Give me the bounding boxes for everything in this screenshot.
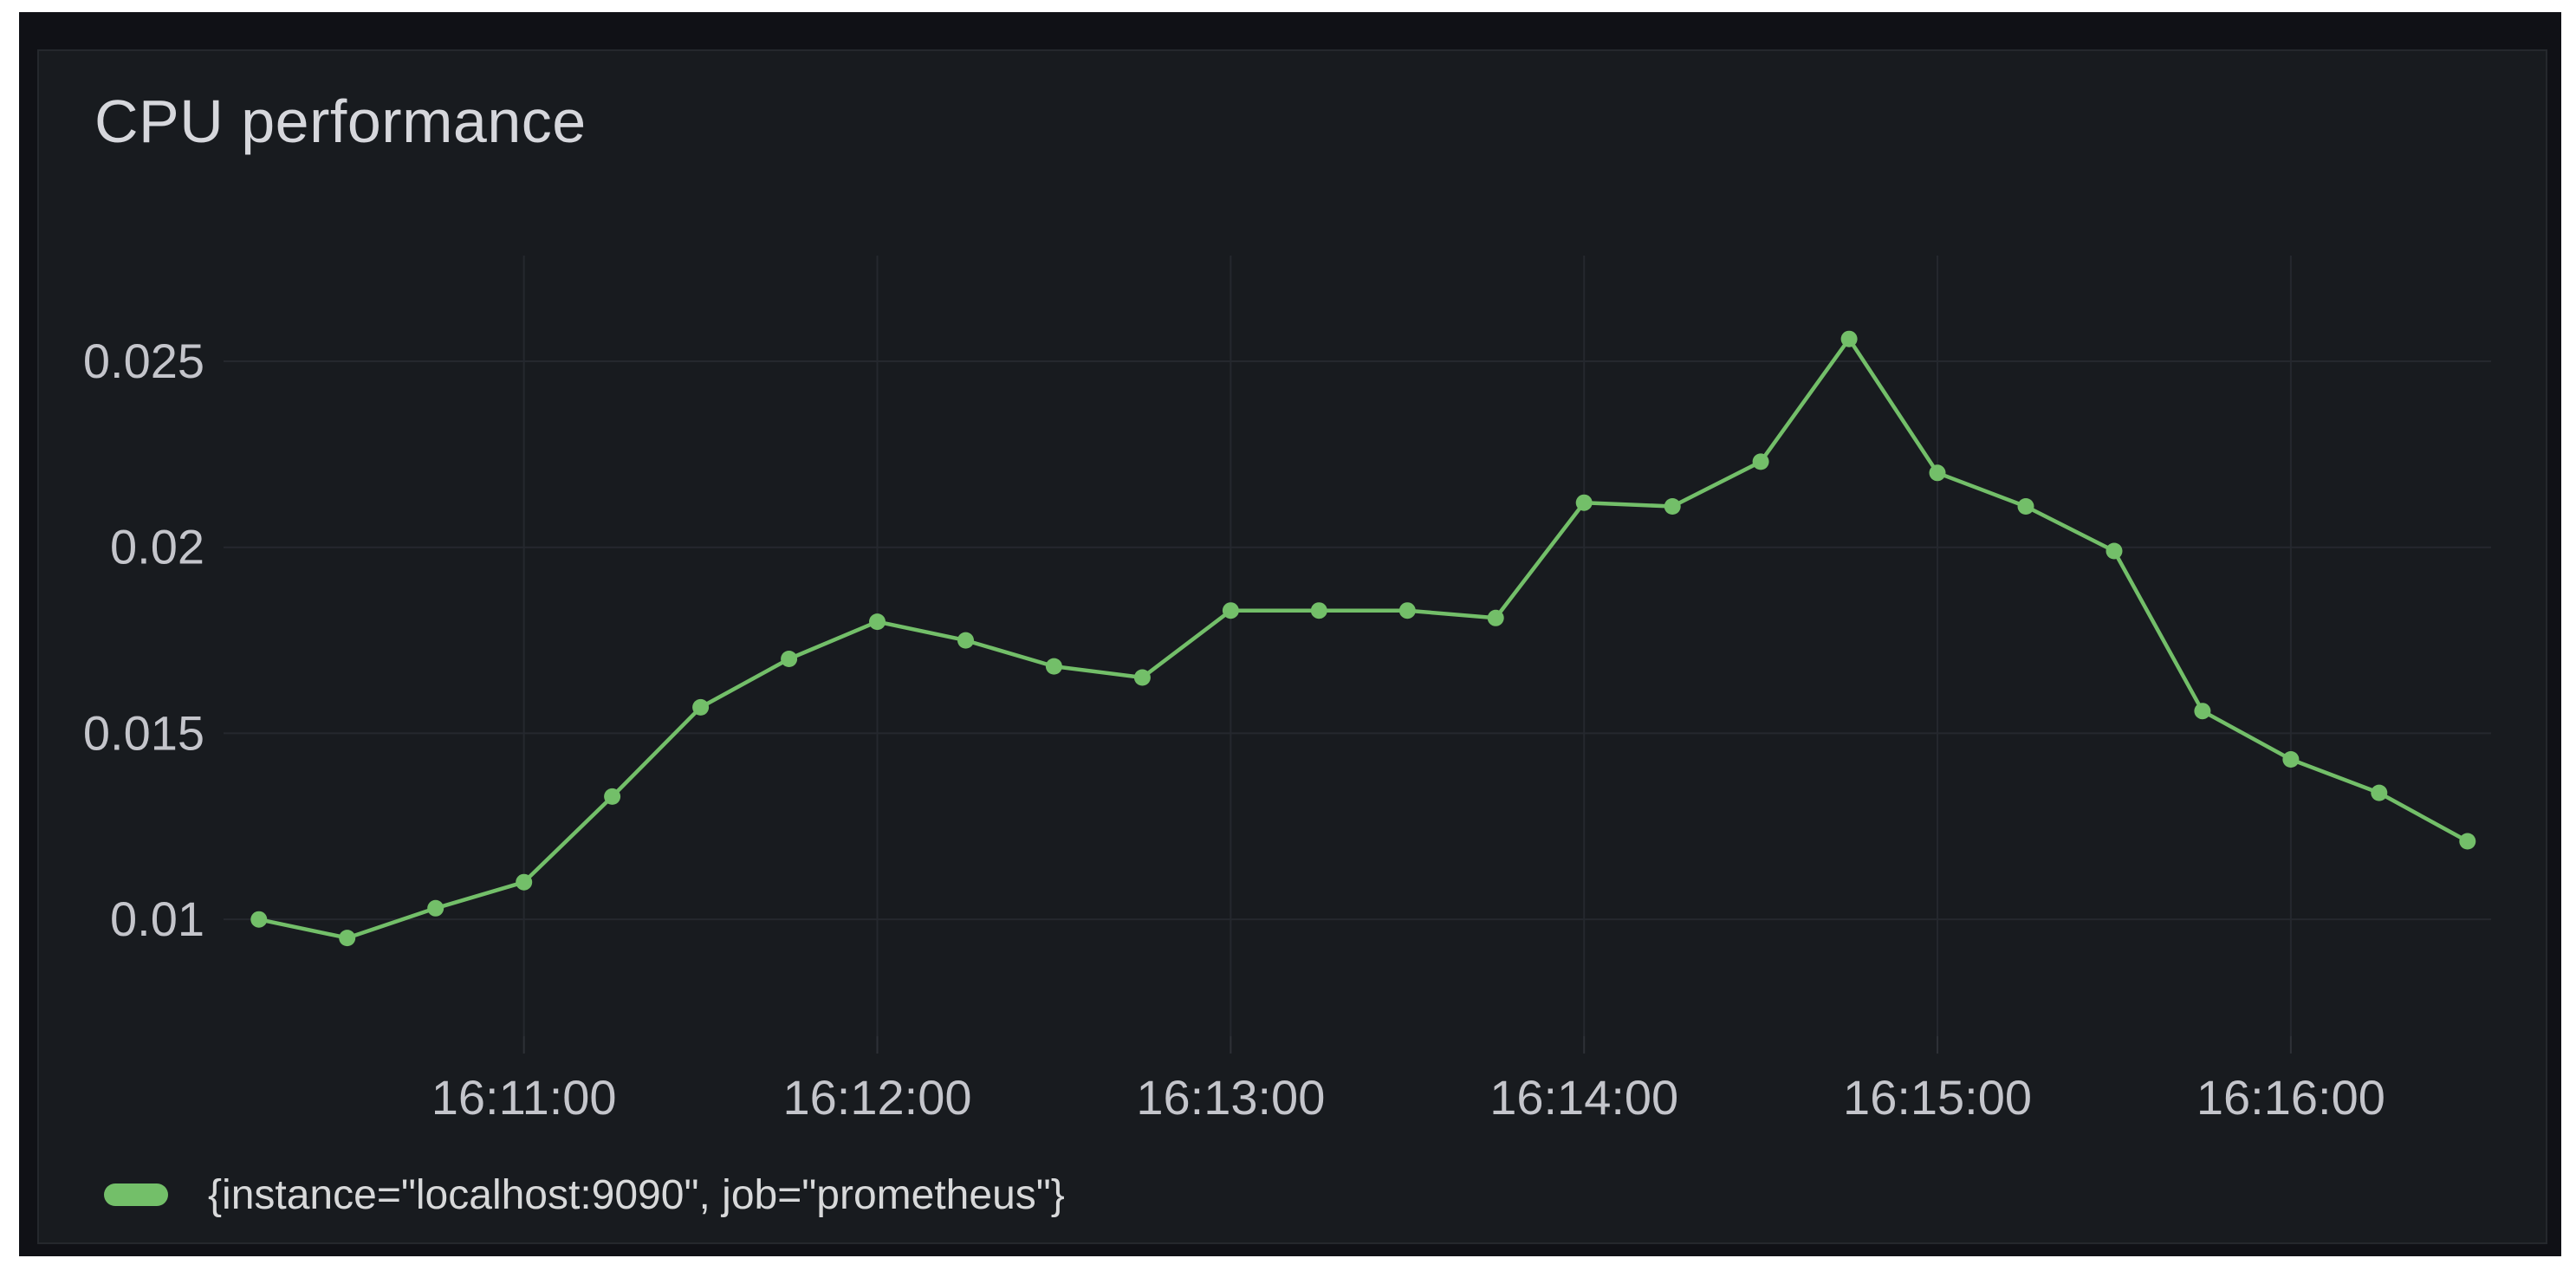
data-point[interactable]	[1310, 602, 1327, 619]
x-axis-tick-label: 16:12:00	[783, 1070, 972, 1125]
data-point[interactable]	[2194, 703, 2211, 720]
series-line[interactable]	[256, 336, 2470, 940]
y-axis-tick-label: 0.01	[110, 892, 204, 946]
y-axis-tick-label: 0.015	[83, 705, 204, 760]
data-point[interactable]	[1575, 494, 1593, 511]
data-point[interactable]	[339, 930, 356, 947]
data-point[interactable]	[1487, 609, 1504, 626]
panel-title: CPU performance	[94, 88, 587, 155]
y-axis-tick-label: 0.025	[83, 334, 204, 388]
data-point[interactable]	[2017, 498, 2034, 515]
y-axis-tick-label: 0.02	[110, 520, 204, 574]
data-point[interactable]	[692, 698, 710, 716]
data-point[interactable]	[2459, 833, 2476, 850]
data-point[interactable]	[1929, 464, 1946, 482]
data-point[interactable]	[781, 651, 798, 667]
data-point[interactable]	[1045, 658, 1062, 675]
legend-item[interactable]: {instance="localhost:9090", job="prometh…	[104, 1170, 1065, 1219]
legend-series-swatch	[104, 1183, 168, 1206]
data-point[interactable]	[250, 911, 268, 928]
x-axis-tick-label: 16:11:00	[431, 1070, 617, 1125]
data-point[interactable]	[604, 788, 621, 805]
data-point[interactable]	[516, 873, 533, 891]
dashboard-background: CPU performance {instance="localhost:909…	[19, 12, 2561, 1256]
data-point[interactable]	[2282, 751, 2300, 768]
data-point[interactable]	[1664, 498, 1681, 515]
data-point[interactable]	[869, 613, 886, 631]
data-point[interactable]	[2371, 784, 2388, 801]
data-point[interactable]	[2106, 542, 2123, 560]
data-point[interactable]	[1222, 602, 1239, 619]
x-axis-tick-label: 16:16:00	[2196, 1070, 2385, 1125]
x-axis-tick-label: 16:14:00	[1489, 1070, 1678, 1125]
data-point[interactable]	[1840, 330, 1858, 347]
data-point[interactable]	[1133, 669, 1151, 686]
x-axis-tick-label: 16:13:00	[1136, 1070, 1325, 1125]
data-point[interactable]	[1752, 453, 1769, 470]
data-point[interactable]	[427, 899, 444, 917]
data-point[interactable]	[1398, 602, 1416, 619]
legend-series-label: {instance="localhost:9090", job="prometh…	[208, 1171, 1065, 1218]
x-axis-tick-label: 16:15:00	[1843, 1070, 2032, 1125]
cpu-performance-panel: CPU performance {instance="localhost:909…	[37, 49, 2547, 1244]
data-point[interactable]	[957, 632, 974, 649]
